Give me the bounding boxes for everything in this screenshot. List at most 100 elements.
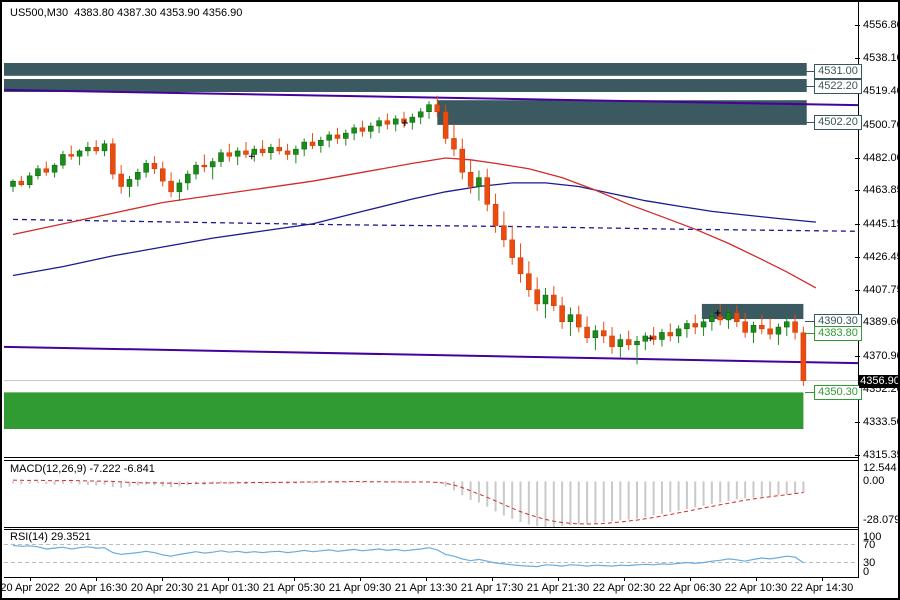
bullish-candle [675,328,682,337]
ma-red [12,157,817,289]
bearish-candle [767,328,773,335]
macd-indicator-panel[interactable] [4,461,858,527]
macd-label: MACD(12,26,9) -7.222 -6.841 [10,463,155,475]
bearish-candle [600,330,607,337]
bullish-candle [376,120,382,127]
time-axis-label: 20 Apr 16:30 [64,582,128,594]
bullish-candle [26,175,33,185]
main-price-chart[interactable] [4,4,858,457]
time-axis-tick [228,578,229,581]
macd-scale-label: 12.544 [863,462,897,474]
bearish-candle [509,239,515,258]
bullish-candle [268,147,274,153]
time-axis-label: 22 Apr 10:30 [724,582,788,594]
time-axis-label: 21 Apr 01:30 [196,582,260,594]
bullish-candle [775,326,782,335]
bearish-candle [201,164,208,168]
bearish-candle [68,154,74,157]
bullish-candle [184,173,191,184]
bearish-candle [559,305,565,322]
time-axis-tick [426,578,427,581]
bearish-candle [742,321,748,333]
chart-title: US500,M30 4383.80 4387.30 4353.90 4356.9… [10,7,243,19]
bullish-candle [634,341,640,346]
supply-zone-b [4,79,807,93]
rsi-label: RSI(14) 29.3521 [10,531,91,543]
bearish-candle [110,143,116,175]
bullish-candle [35,168,41,177]
rsi-scale-label: 100 [863,531,882,543]
bearish-candle [442,111,449,139]
bullish-candle [101,143,108,152]
bearish-candle [160,168,166,182]
bullish-candle [417,111,424,118]
cross-marker [401,119,408,126]
macd-scale-label: 0.00 [863,475,885,488]
demand-zone [4,392,804,430]
rsi-indicator-panel[interactable] [4,530,858,577]
time-axis-tick [558,578,559,581]
bearish-candle [526,273,532,290]
time-axis-label: 21 Apr 09:30 [328,582,392,594]
bearish-candle [226,152,233,157]
macd-histogram [12,481,805,527]
bearish-candle [359,127,366,132]
bullish-candle [135,172,141,180]
bearish-candle [717,316,723,321]
price-axis-tick-label: 4426.45 [863,250,900,263]
bearish-candle [284,150,291,155]
price-axis-tick-label: 4333.50 [863,416,900,429]
bullish-candle [592,330,599,338]
panel-separator[interactable] [4,527,858,528]
bullish-candle [351,127,357,134]
bearish-candle [43,168,50,173]
bullish-candle [684,323,690,330]
bearish-candle [467,172,474,187]
price-axis-tick-label: 4315.35 [863,448,900,461]
cross-marker [714,310,721,317]
bearish-candle [276,147,282,152]
current-price-tag: 4356.90 [859,374,900,388]
price-axis-tick-label: 4519.40 [863,85,900,98]
time-axis-tick [624,578,625,581]
bearish-candle [492,204,499,226]
bullish-candle [409,116,416,123]
time-axis-tick [360,578,361,581]
bearish-candle [18,180,25,185]
bullish-candle [209,161,216,168]
price-axis-tick-label: 4538.10 [863,52,900,65]
price-axis-line [858,2,859,578]
panel-separator[interactable] [4,457,858,458]
time-axis-tick [822,578,823,581]
time-axis-label: 21 Apr 05:30 [262,582,326,594]
bullish-candle [642,335,649,342]
bearish-candle [576,314,582,328]
bullish-candle [218,152,224,162]
bearish-candle [667,332,674,337]
time-axis[interactable]: 20 Apr 2022 20 Apr 16:30 20 Apr 20:30 21 Ap… [2,578,898,598]
bullish-candle [126,179,133,187]
bearish-candle [401,118,407,123]
time-axis-label: 22 Apr 02:30 [592,582,656,594]
price-axis-tick-label: 4463.85 [863,184,900,197]
bullish-candle [10,180,16,187]
bullish-candle [234,150,241,157]
bearish-candle [792,321,798,333]
time-axis-label: 21 Apr 21:30 [526,582,590,594]
rsi-scale-label: 70 [863,538,876,551]
bearish-candle [584,326,590,338]
bearish-candle [243,150,249,155]
bullish-candle [542,294,549,305]
bullish-candle [51,164,58,173]
bearish-candle [734,312,740,322]
bearish-candle [93,147,99,152]
price-axis-tick-label: 4389.60 [863,316,900,329]
bearish-candle [484,177,490,205]
bearish-candle [759,325,765,330]
bullish-candle [301,141,307,150]
lower-trendline [4,345,858,365]
bullish-candle [659,332,665,340]
panel-separator [4,529,858,530]
time-axis-tick [30,578,31,581]
